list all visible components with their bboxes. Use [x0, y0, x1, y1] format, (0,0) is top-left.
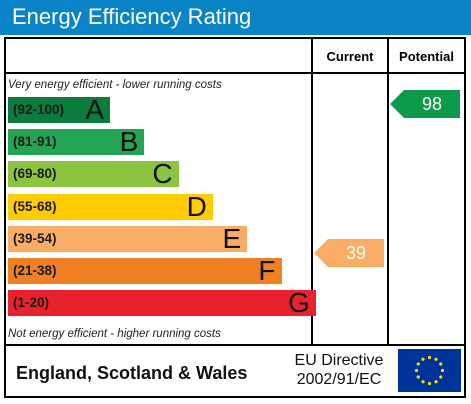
eu-star-icon — [440, 368, 445, 373]
chart-title: Energy Efficiency Rating — [12, 4, 252, 29]
eu-star-icon — [434, 380, 438, 384]
divider-footer-row — [6, 344, 464, 346]
potential-rating-arrow: 98 — [390, 90, 460, 118]
divider-header-row — [6, 72, 464, 74]
eu-flag-icon — [398, 349, 461, 392]
current-rating-arrow: 39 — [314, 238, 384, 267]
potential-rating-value: 98 — [421, 94, 443, 114]
eu-directive-line2: 2002/91/EC — [296, 371, 382, 388]
divider-potential — [387, 37, 389, 346]
band-range-label: (55-68) — [13, 198, 57, 214]
eu-star-icon — [439, 362, 443, 366]
potential-arrow-shape — [390, 90, 460, 118]
band-b: (81-91) B — [8, 126, 145, 158]
eu-star-icon — [421, 357, 425, 361]
band-e: (39-54) E — [8, 222, 248, 254]
eu-star-icon — [427, 355, 432, 360]
band-a: (92-100) A — [8, 94, 110, 125]
band-letter: E — [222, 222, 242, 254]
current-rating-value: 39 — [345, 242, 367, 263]
eu-star-icon — [427, 381, 432, 386]
eu-directive-line1: EU Directive — [294, 352, 384, 369]
caption-efficient: Very energy efficient - lower running co… — [8, 79, 222, 91]
eu-star-icon — [416, 362, 420, 366]
band-range-label: (21-38) — [13, 263, 57, 278]
eu-directive-label: EU Directive 2002/91/EC — [283, 351, 395, 389]
band-letter: G — [288, 287, 310, 319]
divider-current — [311, 37, 313, 346]
band-c: (69-80) C — [8, 158, 179, 190]
band-range-label: (69-80) — [13, 166, 57, 182]
eu-star-icon — [439, 375, 443, 379]
column-header-potential: Potential — [399, 49, 454, 64]
band-letter: D — [186, 190, 207, 222]
band-letter: F — [258, 255, 276, 286]
band-g: (1-20) G — [8, 287, 316, 319]
eu-star-icon — [414, 368, 419, 373]
eu-star-icon — [434, 357, 438, 361]
band-d: (55-68) D — [8, 190, 213, 222]
band-range-label: (39-54) — [13, 230, 57, 246]
chart-frame — [4, 37, 466, 398]
column-header-current: Current — [326, 49, 374, 64]
band-letter: B — [119, 126, 139, 158]
band-letter: A — [85, 94, 104, 125]
band-letter: C — [152, 158, 173, 190]
band-range-label: (1-20) — [13, 295, 50, 311]
current-arrow-shape — [314, 238, 384, 267]
band-f: (21-38) F — [8, 255, 282, 286]
caption-inefficient: Not energy efficient - higher running co… — [8, 328, 221, 340]
header-bar: Energy Efficiency Rating — [0, 0, 471, 35]
eu-star-icon — [421, 380, 425, 384]
region-label: England, Scotland & Wales — [16, 363, 248, 383]
band-range-label: (81-91) — [13, 134, 57, 150]
band-range-label: (92-100) — [13, 102, 65, 117]
eu-star-icon — [416, 375, 420, 379]
